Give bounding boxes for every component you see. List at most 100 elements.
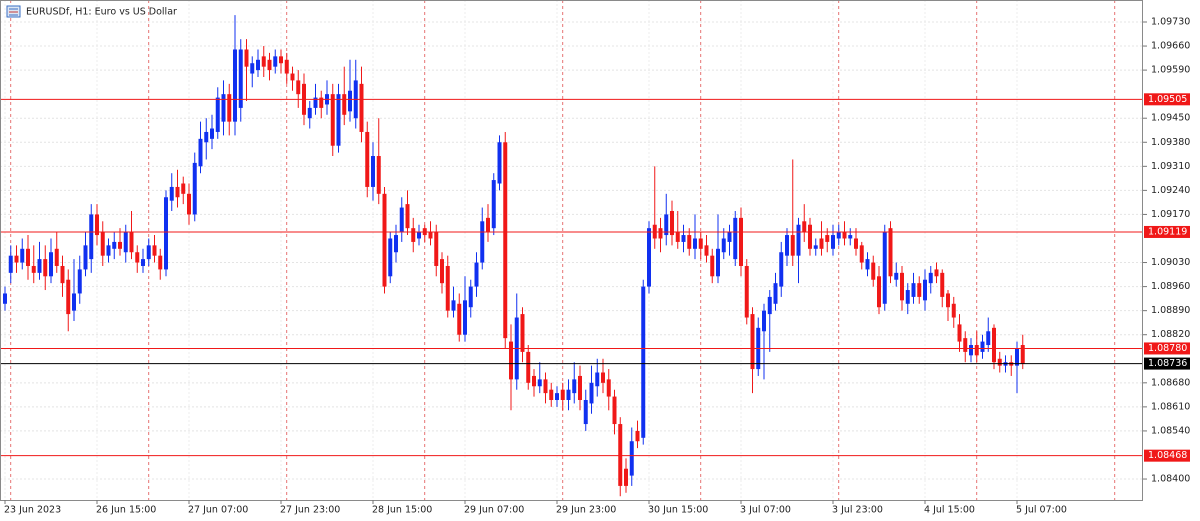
candle-body (566, 389, 571, 400)
candle-body (733, 217, 738, 260)
candle-body (279, 56, 283, 64)
candle-body (434, 231, 439, 266)
x-tick-label: 3 Jul 23:00 (832, 505, 883, 516)
candle-body (779, 252, 784, 287)
candle-body (785, 235, 789, 256)
candle-body (601, 372, 605, 383)
candle-body (112, 241, 117, 249)
axes: 1.09730 1.09660 1.09590 1.09450 1.09380 1.093… (4, 16, 1190, 515)
y-tick-label: 1.09030 (1151, 257, 1190, 268)
candle-body (66, 279, 71, 315)
candle-body (204, 131, 209, 143)
candle-body (20, 248, 25, 263)
candle-body (618, 424, 623, 486)
candle-body (687, 235, 692, 249)
candle-body (859, 245, 864, 263)
candle-body (537, 379, 542, 387)
candle-body (693, 238, 697, 249)
candle-body (394, 235, 398, 253)
candle-body (411, 228, 416, 242)
y-tick-label: 1.09450 (1151, 113, 1190, 124)
x-tick-label: 29 Jun 23:00 (556, 505, 616, 516)
candle-body (698, 238, 703, 249)
y-tick-label: 1.09730 (1151, 16, 1190, 27)
candle-body (589, 382, 594, 404)
candle-body (675, 231, 680, 242)
candle-body (549, 389, 554, 400)
price-level-label: 1.08736 (1148, 358, 1187, 369)
candle-body (399, 207, 404, 232)
candle-body (14, 255, 19, 263)
candle-body (376, 156, 381, 194)
candle-body (796, 224, 801, 256)
candle-body (572, 379, 577, 394)
candle-body (336, 94, 341, 146)
candle-body (578, 375, 582, 400)
candle-body (238, 49, 243, 108)
candle-body (877, 276, 881, 308)
x-tick-label: 28 Jun 15:00 (372, 505, 432, 516)
candle-body (624, 468, 628, 486)
candle-body (491, 180, 496, 229)
candle-body (986, 331, 991, 346)
x-tick-label: 27 Jun 23:00 (280, 505, 340, 516)
y-tick-label: 1.08890 (1151, 305, 1190, 316)
candle-body (842, 231, 847, 239)
price-level-label: 1.08780 (1148, 343, 1187, 354)
candle-body (227, 94, 232, 122)
candle-body (641, 286, 646, 438)
candle-body (244, 49, 249, 67)
candle-body (963, 338, 968, 352)
x-tick-label: 26 Jun 15:00 (96, 505, 156, 516)
candle-body (330, 94, 335, 146)
x-tick-label: 4 Jul 15:00 (924, 505, 975, 516)
candle-body (606, 379, 611, 397)
candle-body (865, 259, 870, 270)
symbol-icon (6, 5, 21, 18)
candle-body (141, 259, 145, 266)
candle-body (164, 197, 168, 270)
candle-body (8, 255, 13, 273)
candle-body (250, 63, 255, 74)
price-level-label: 1.09119 (1148, 226, 1187, 237)
candle-body (296, 80, 301, 95)
candle-body (37, 259, 42, 273)
candle-body (802, 221, 807, 232)
x-tick-label: 3 Jul 07:00 (740, 505, 791, 516)
candle-body (181, 183, 186, 194)
candle-body (888, 228, 893, 277)
plot-frame (0, 0, 1143, 501)
candle-body (319, 97, 324, 108)
candle-body (169, 186, 174, 201)
candle-body (451, 300, 456, 311)
y-tick-label: 1.08960 (1151, 281, 1190, 292)
x-tick-label: 30 Jun 15:00 (648, 505, 708, 516)
candle-body (969, 345, 973, 356)
candle-body (146, 245, 151, 260)
candle-body (261, 56, 266, 67)
candle-body (825, 235, 830, 242)
candle-body (957, 324, 962, 342)
candle-body (543, 379, 548, 394)
y-tick-label: 1.09310 (1151, 161, 1190, 172)
candle-body (721, 238, 726, 253)
candle-body (808, 224, 812, 249)
candle-body (767, 296, 772, 315)
candle-body (992, 327, 996, 363)
candle-body (480, 221, 485, 263)
candle-body (382, 193, 387, 287)
x-tick-label: 5 Jul 07:00 (1016, 505, 1067, 516)
candle-body (882, 231, 887, 304)
candle-body (72, 293, 76, 311)
x-tick-label: 27 Jun 07:00 (188, 505, 248, 516)
candle-body (342, 94, 347, 115)
price-level-tag (1144, 357, 1190, 370)
candle-body (951, 303, 956, 318)
candle-body (175, 186, 180, 198)
candle-body (49, 252, 53, 277)
candle-body (463, 300, 467, 335)
candle-body (911, 283, 916, 297)
candle-body (284, 59, 289, 74)
candle-body (100, 231, 105, 256)
candle-body (750, 314, 755, 370)
